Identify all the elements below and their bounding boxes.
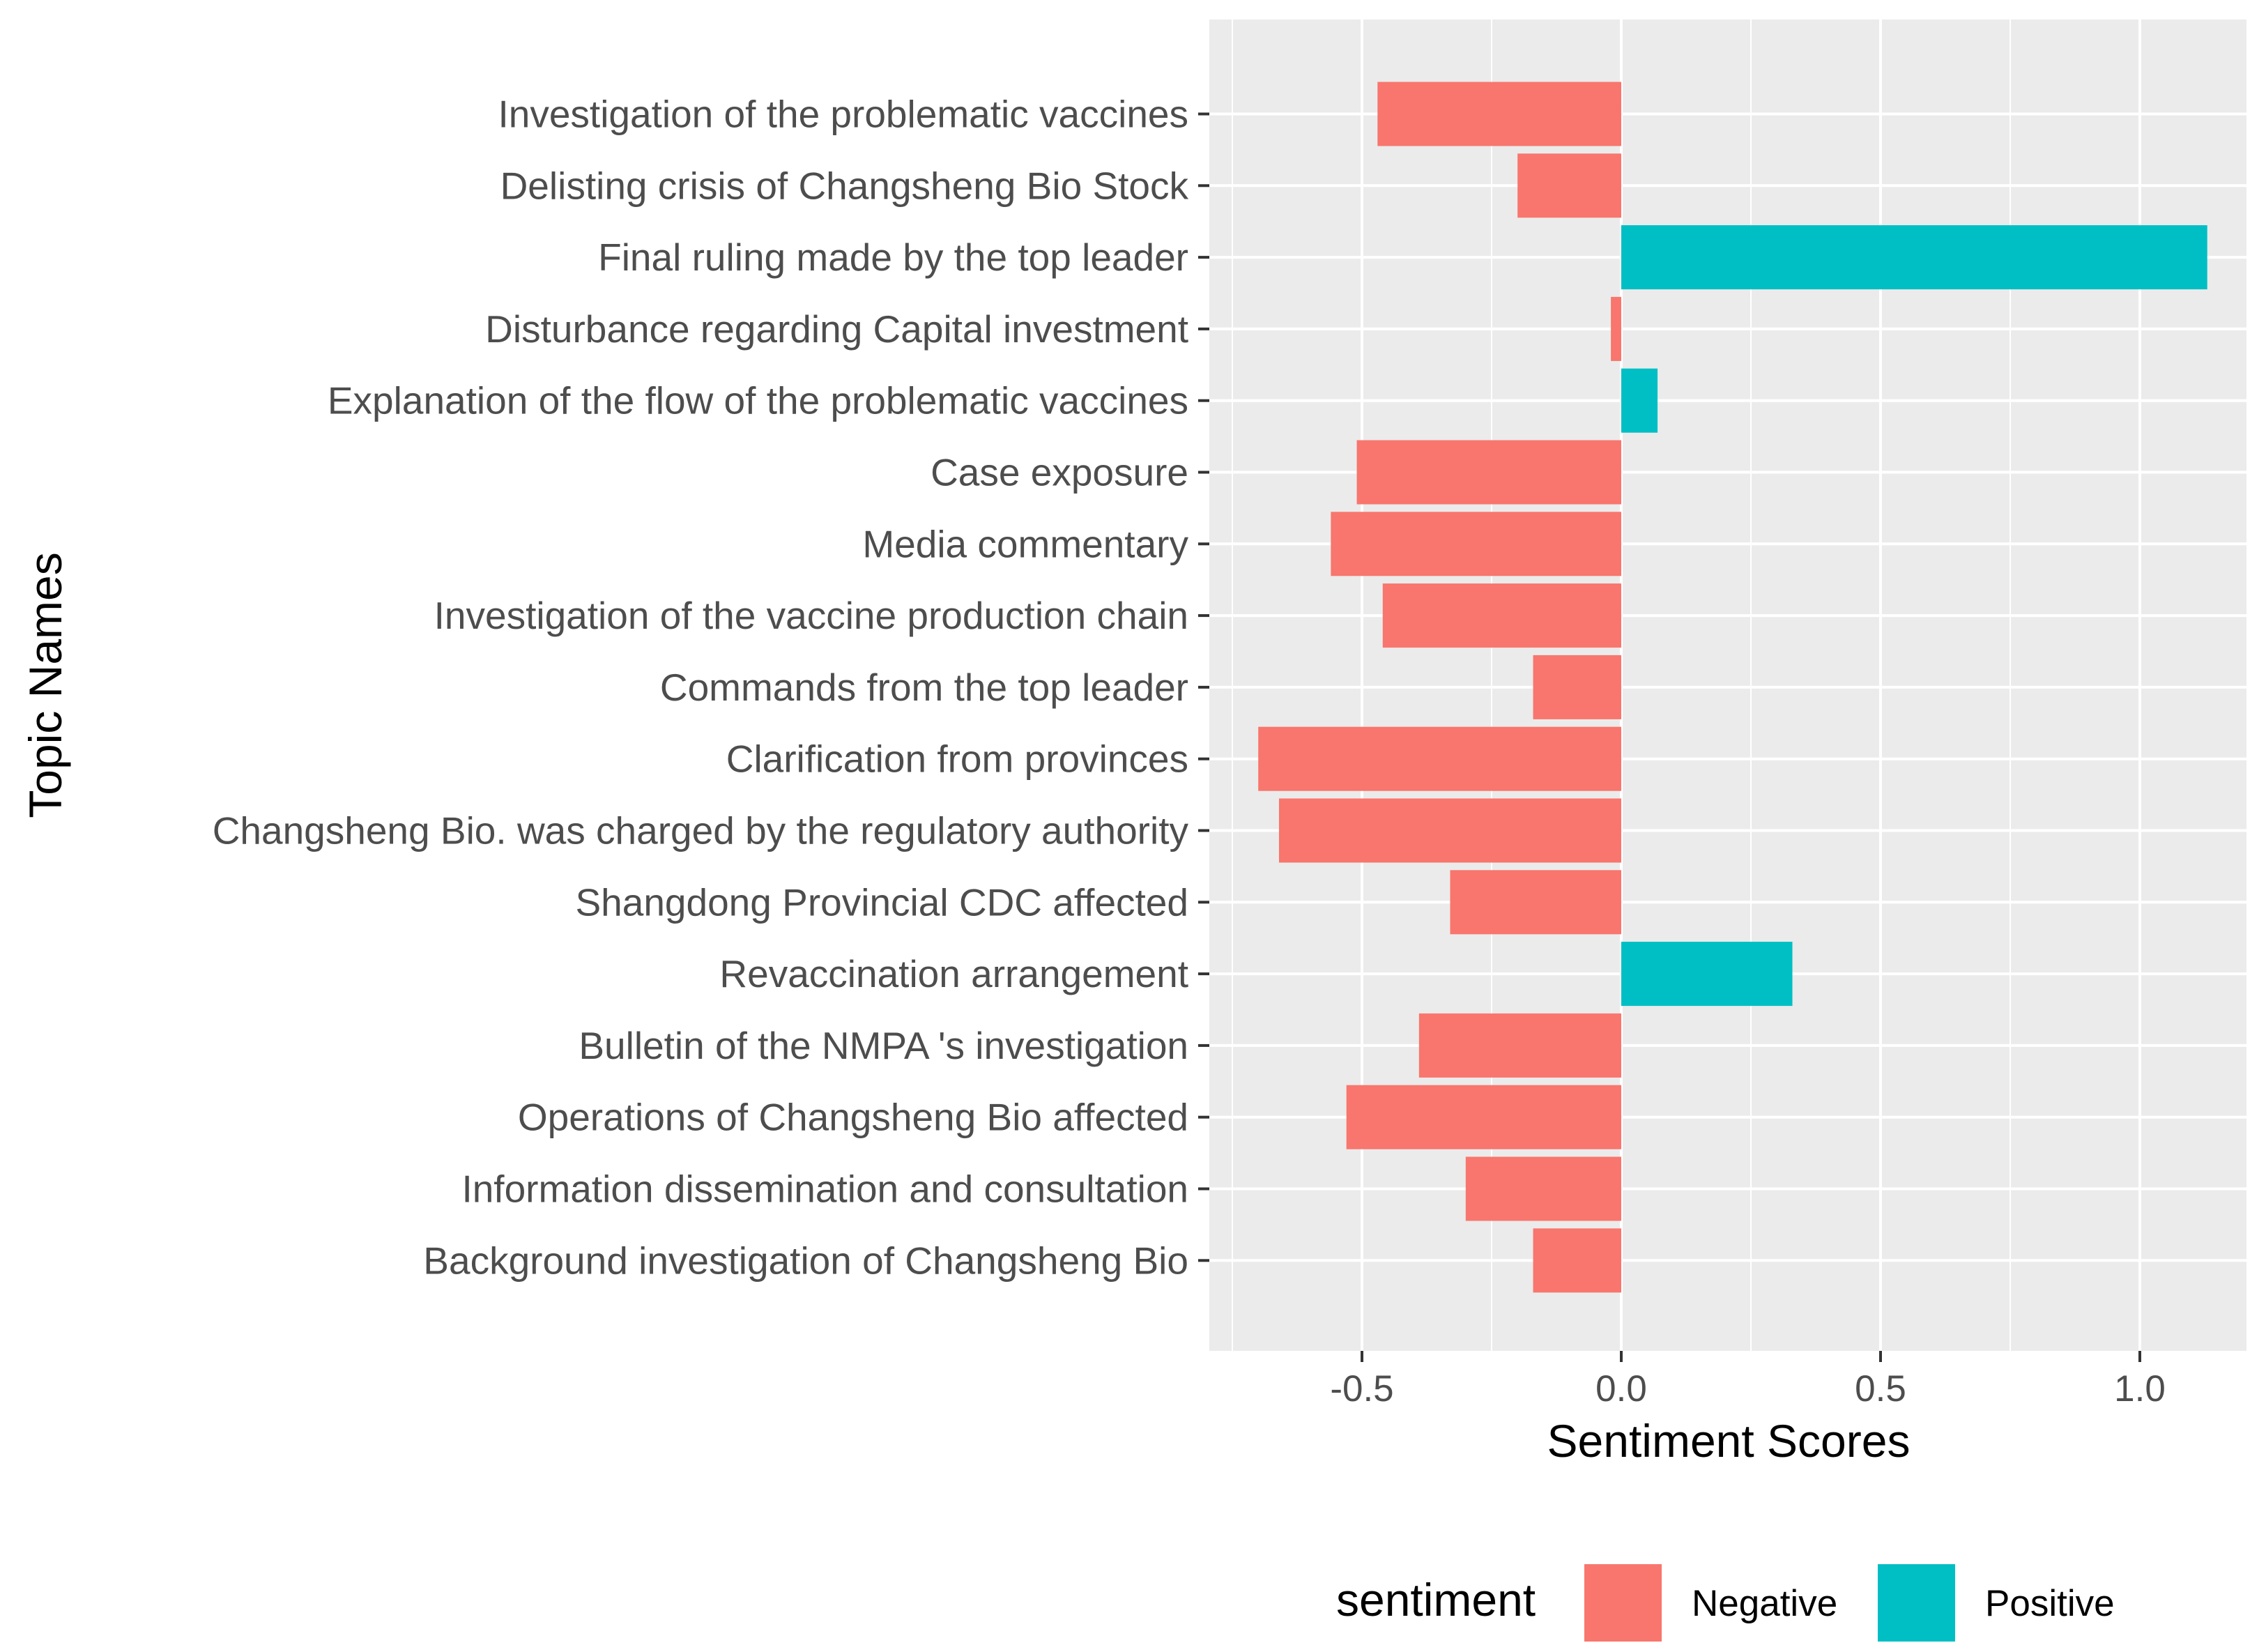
x-tick-label: 1.0 bbox=[2114, 1368, 2166, 1409]
category-label: Investigation of the vaccine production … bbox=[434, 594, 1188, 637]
bar-negative bbox=[1382, 583, 1621, 648]
bar-positive bbox=[1621, 225, 2207, 290]
x-tick-label: -0.5 bbox=[1330, 1368, 1393, 1409]
bars bbox=[1258, 82, 2207, 1293]
bar-negative bbox=[1377, 82, 1621, 146]
x-tick-label: 0.0 bbox=[1595, 1368, 1647, 1409]
bar-positive bbox=[1621, 368, 1658, 433]
category-label: Media commentary bbox=[862, 522, 1188, 565]
category-label: Final ruling made by the top leader bbox=[598, 236, 1188, 279]
legend-label-negative: Negative bbox=[1692, 1583, 1837, 1624]
category-label: Explanation of the flow of the problemat… bbox=[328, 379, 1188, 422]
category-label: Information dissemination and consultati… bbox=[461, 1168, 1188, 1211]
bar-negative bbox=[1465, 1156, 1621, 1221]
bar-positive bbox=[1621, 942, 1793, 1007]
bar-negative bbox=[1331, 512, 1621, 576]
category-label: Delisting crisis of Changsheng Bio Stock bbox=[500, 164, 1189, 207]
category-label: Commands from the top leader bbox=[660, 666, 1188, 709]
category-label: Operations of Changsheng Bio affected bbox=[518, 1096, 1188, 1139]
bar-negative bbox=[1258, 726, 1621, 791]
category-label: Revaccination arrangement bbox=[719, 952, 1188, 995]
x-tick-label: 0.5 bbox=[1855, 1368, 1906, 1409]
x-axis: -0.5 0.0 0.5 1.0 bbox=[1330, 1351, 2166, 1409]
y-axis: Investigation of the problematic vaccine… bbox=[213, 93, 1209, 1282]
x-axis-title: Sentiment Scores bbox=[1547, 1415, 1911, 1467]
legend-key-negative bbox=[1583, 1563, 1663, 1643]
category-label: Case exposure bbox=[931, 451, 1188, 494]
category-label: Shangdong Provincial CDC affected bbox=[575, 880, 1188, 924]
bar-negative bbox=[1517, 153, 1621, 218]
category-label: Clarification from provinces bbox=[726, 737, 1188, 781]
category-label: Background investigation of Changsheng B… bbox=[423, 1239, 1188, 1282]
category-label: Changsheng Bio. was charged by the regul… bbox=[213, 809, 1189, 852]
plot-panel bbox=[1209, 20, 2246, 1351]
bar-negative bbox=[1450, 870, 1621, 935]
bar-negative bbox=[1611, 296, 1621, 361]
bar-negative bbox=[1533, 1228, 1621, 1293]
bar-negative bbox=[1278, 798, 1621, 863]
category-label: Disturbance regarding Capital investment bbox=[485, 307, 1188, 351]
legend-label-positive: Positive bbox=[1985, 1583, 2115, 1624]
legend-key-positive bbox=[1876, 1563, 1957, 1643]
bar-negative bbox=[1533, 655, 1621, 719]
category-label: Investigation of the problematic vaccine… bbox=[498, 93, 1188, 136]
y-axis-title: Topic Names bbox=[20, 552, 71, 818]
bar-negative bbox=[1418, 1013, 1621, 1078]
bar-negative bbox=[1356, 440, 1621, 505]
category-label: Bulletin of the NMPA 's investigation bbox=[579, 1024, 1188, 1067]
legend: sentiment Negative Positive bbox=[1336, 1563, 2115, 1643]
legend-title: sentiment bbox=[1336, 1574, 1536, 1626]
bar-negative bbox=[1346, 1085, 1621, 1149]
